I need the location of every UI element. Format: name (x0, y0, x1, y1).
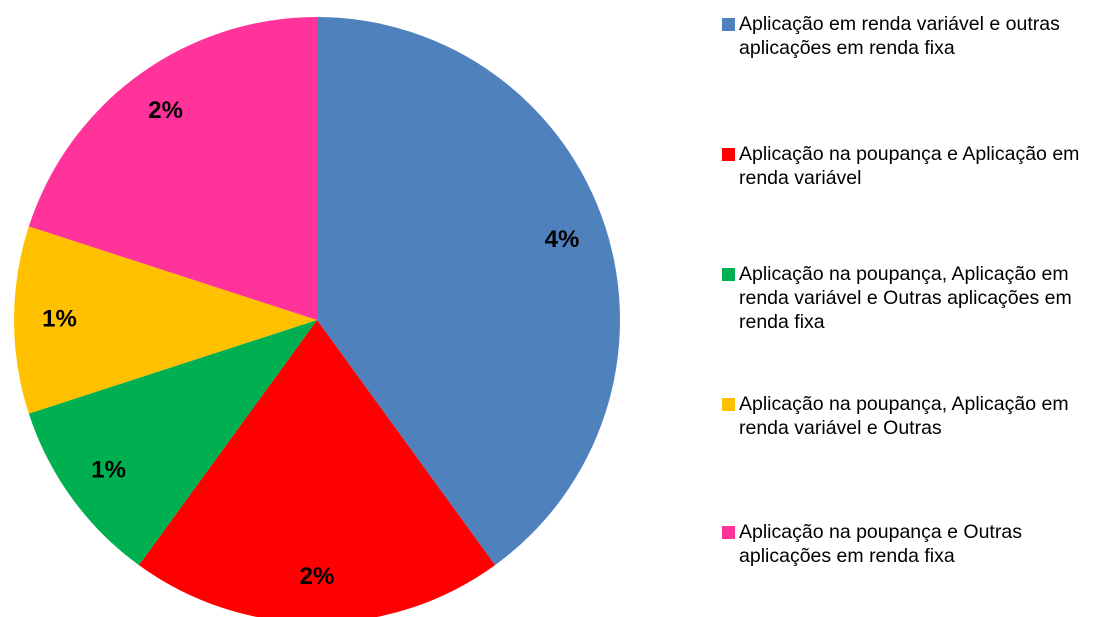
data-label: 2% (148, 97, 183, 124)
legend-swatch (722, 268, 735, 281)
legend-label: Aplicação em renda variável e outras apl… (739, 13, 1060, 59)
data-label: 2% (300, 563, 335, 590)
legend-entry: Aplicação na poupança, Aplicação em rend… (722, 262, 1102, 334)
legend-swatch (722, 526, 735, 539)
legend-label: Aplicação na poupança, Aplicação em rend… (739, 263, 1072, 333)
legend-swatch (722, 18, 735, 31)
pie-slice (138, 320, 496, 617)
legend-swatch (722, 148, 735, 161)
legend-entry: Aplicação em renda variável e outras apl… (722, 12, 1102, 60)
data-label: 1% (42, 305, 77, 332)
legend-entry: Aplicação na poupança e Aplicação em ren… (722, 142, 1102, 190)
pie-slice (28, 17, 318, 320)
legend-label: Aplicação na poupança e Outras aplicaçõe… (739, 521, 1022, 567)
legend-swatch (722, 398, 735, 411)
legend-label: Aplicação na poupança, Aplicação em rend… (739, 393, 1069, 439)
chart: 4% 2% 1% 1% 2% (13, 17, 621, 617)
legend-entry: Aplicação na poupança e Outras aplicaçõe… (722, 520, 1102, 568)
data-label: 1% (91, 457, 126, 484)
pie-slice (317, 17, 621, 566)
data-label: 4% (545, 226, 580, 253)
pie-slice (28, 320, 318, 566)
legend-entry: Aplicação na poupança, Aplicação em rend… (722, 392, 1102, 440)
pie-slice (13, 226, 317, 414)
legend-label: Aplicação na poupança e Aplicação em ren… (739, 143, 1080, 189)
